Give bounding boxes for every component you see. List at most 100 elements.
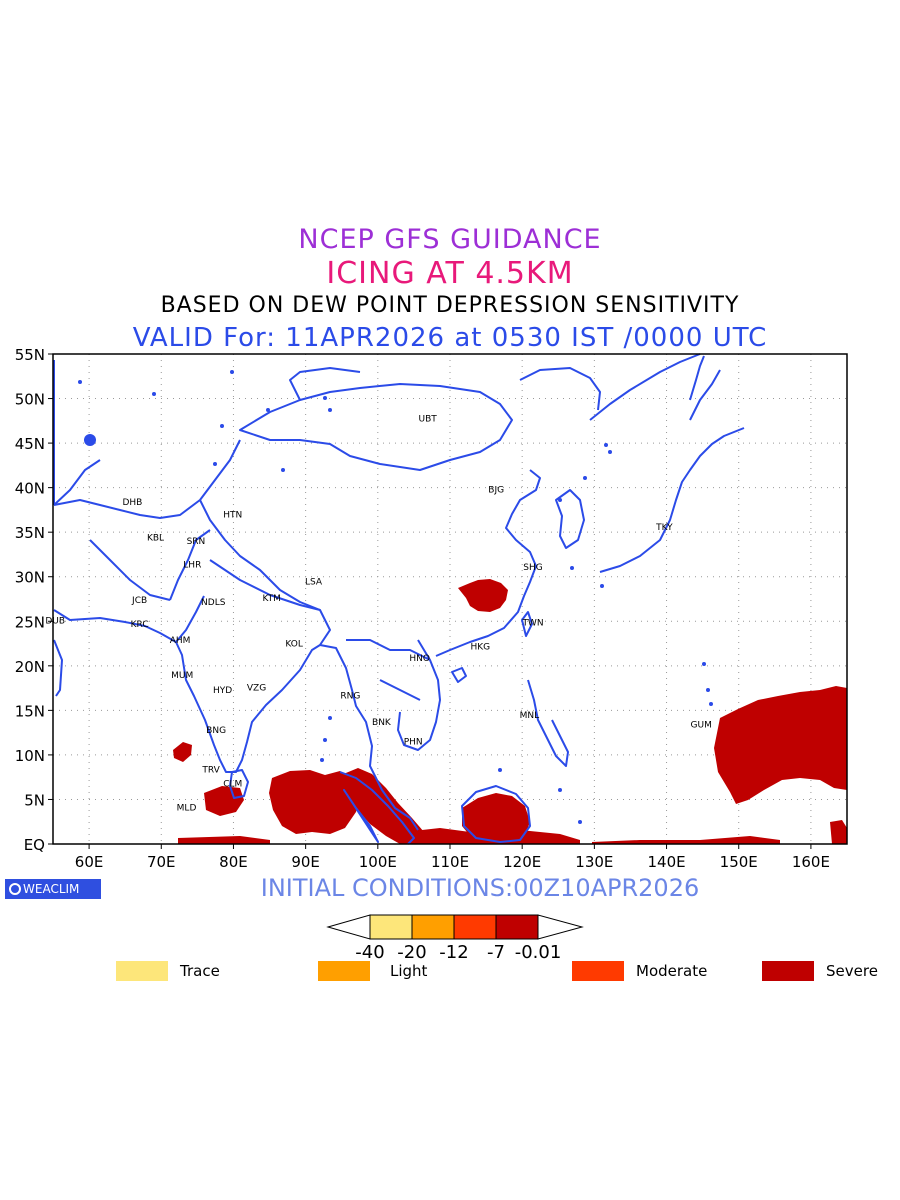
coastline-taiwan bbox=[521, 611, 533, 637]
color-bar-tick-5: -0.01 bbox=[515, 942, 562, 963]
border-india-pak bbox=[169, 529, 211, 643]
legend-swatch-moderate bbox=[572, 961, 624, 981]
station-label-bjg: BJG bbox=[488, 486, 504, 496]
coastline-arabia-india bbox=[53, 609, 321, 773]
legend-label-trace: Trace bbox=[180, 962, 220, 980]
lat-label: 55N bbox=[15, 346, 45, 364]
latitude-labels: 55N 50N 45N 40N 35N 30N 25N 20N 15N 10N 5N EQ bbox=[15, 346, 53, 854]
border-indochina bbox=[346, 639, 431, 701]
legend-swatch-severe bbox=[762, 961, 814, 981]
border-china-west bbox=[199, 439, 321, 611]
lat-label: 35N bbox=[15, 524, 45, 542]
title-method: BASED ON DEW POINT DEPRESSION SENSITIVIT… bbox=[160, 293, 740, 318]
station-label-hkg: HKG bbox=[470, 642, 490, 652]
station-label-kbl: KBL bbox=[147, 534, 164, 544]
lon-label: 100E bbox=[359, 853, 397, 871]
border-himalaya bbox=[209, 559, 331, 646]
copyright-icon bbox=[9, 883, 21, 895]
lat-label: 15N bbox=[15, 702, 45, 720]
station-label-mum: MUM bbox=[171, 671, 193, 681]
station-label-vzg: VZG bbox=[247, 683, 266, 693]
lon-label: 120E bbox=[503, 853, 541, 871]
lon-label: 90E bbox=[291, 853, 320, 871]
station-label-kol: KOL bbox=[285, 640, 303, 650]
title-valid-time: VALID For: 11APR2026 at 0530 IST /0000 U… bbox=[132, 323, 768, 353]
coastline-korea bbox=[555, 489, 585, 549]
color-bar-tick-3: -12 bbox=[439, 942, 468, 963]
color-bar-right-arrow bbox=[537, 914, 584, 940]
small-islands bbox=[78, 370, 713, 824]
station-label-mnl: MNL bbox=[520, 711, 540, 721]
coastlines-borders bbox=[53, 353, 745, 845]
lat-label: 20N bbox=[15, 658, 45, 676]
legend-label-moderate: Moderate bbox=[636, 962, 708, 980]
station-label-ahm: AHM bbox=[170, 636, 191, 646]
border-central-asia bbox=[53, 499, 201, 601]
station-label-dub: DUB bbox=[45, 616, 65, 626]
station-label-ktm: KTM bbox=[262, 594, 280, 604]
legend-label-light: Light bbox=[390, 962, 428, 980]
lon-label: 60E bbox=[75, 853, 104, 871]
icing-area-arabian-sea bbox=[173, 742, 192, 762]
icing-area-pacific-far bbox=[830, 820, 847, 844]
station-label-hno: HNO bbox=[409, 654, 430, 664]
coastline-oman bbox=[53, 639, 63, 697]
station-label-clm: CLM bbox=[223, 780, 242, 790]
color-bar-box-severe bbox=[495, 914, 539, 940]
lon-label: 150E bbox=[720, 853, 758, 871]
lon-label: 70E bbox=[147, 853, 176, 871]
color-bar-box-trace bbox=[369, 914, 413, 940]
icing-area-sri-lanka-south bbox=[204, 786, 244, 816]
icing-area-pacific-east bbox=[714, 686, 847, 804]
color-bar-box-light bbox=[411, 914, 455, 940]
legend-swatch-light bbox=[318, 961, 370, 981]
station-label-ubt: UBT bbox=[418, 414, 437, 424]
color-bar-box-moderate bbox=[453, 914, 497, 940]
station-label-trv: TRV bbox=[201, 765, 220, 775]
station-label-bng: BNG bbox=[206, 726, 226, 736]
legend-swatch-trace bbox=[116, 961, 168, 981]
color-bar: -40 -20 -12 -7 -0.01 bbox=[326, 914, 584, 963]
lat-label: 5N bbox=[24, 791, 45, 809]
station-label-gum: GUM bbox=[691, 721, 712, 731]
color-bar-tick-4: -7 bbox=[487, 942, 505, 963]
lat-label: 50N bbox=[15, 391, 45, 409]
icing-area-java-sea bbox=[404, 828, 580, 844]
station-label-bnk: BNK bbox=[372, 718, 392, 728]
coastline-china-east bbox=[435, 469, 541, 657]
station-label-htn: HTN bbox=[223, 510, 242, 520]
icing-severe-areas bbox=[173, 579, 847, 844]
lat-label: 45N bbox=[15, 435, 45, 453]
border-mongolia bbox=[239, 383, 513, 471]
station-label-srn: SRN bbox=[187, 537, 206, 547]
lat-label: 40N bbox=[15, 480, 45, 498]
coastline-sakhalin bbox=[689, 355, 705, 401]
lon-label: 160E bbox=[792, 853, 830, 871]
coastline-sri-lanka bbox=[229, 769, 249, 799]
station-label-phn: PHN bbox=[404, 738, 423, 748]
icing-area-east-equator bbox=[592, 836, 780, 844]
lon-label: 110E bbox=[431, 853, 469, 871]
lon-label: 140E bbox=[647, 853, 685, 871]
station-label-lsa: LSA bbox=[305, 577, 323, 587]
coastline-burma-thailand bbox=[319, 644, 419, 831]
coastline-sumatra bbox=[339, 771, 415, 845]
station-label-ndls: NDLS bbox=[201, 598, 226, 608]
icing-area-bay-of-bengal bbox=[269, 770, 360, 834]
initial-conditions: INITIAL CONDITIONS:00Z10APR2026 bbox=[260, 874, 700, 902]
lon-label: 130E bbox=[575, 853, 613, 871]
longitude-labels: 60E 70E 80E 90E 100E 110E 120E 130E 140E 150E 160E bbox=[75, 844, 830, 871]
weaclim-logo: WEACLIM bbox=[5, 879, 101, 899]
color-bar-left-arrow bbox=[326, 914, 371, 940]
station-label-rng: RNG bbox=[340, 691, 360, 701]
coastline-hainan bbox=[451, 667, 467, 683]
lat-label: 30N bbox=[15, 569, 45, 587]
coastline-indochina bbox=[397, 639, 441, 751]
icing-area-south-china bbox=[458, 579, 508, 612]
color-bar-tick-2: -20 bbox=[397, 942, 426, 963]
station-label-mld: MLD bbox=[177, 804, 197, 814]
lat-label: 25N bbox=[15, 613, 45, 631]
lat-label: 10N bbox=[15, 747, 45, 765]
coastline-borneo bbox=[461, 785, 531, 843]
